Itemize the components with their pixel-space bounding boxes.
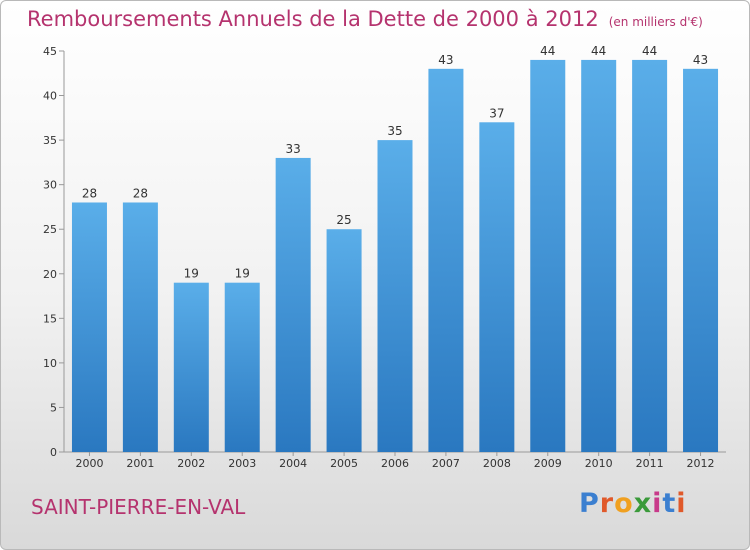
- value-label-2005: 25: [336, 213, 351, 227]
- proxiti-logo: Proxiti: [579, 488, 687, 519]
- commune-name: SAINT-PIERRE-EN-VAL: [31, 495, 246, 519]
- x-tick-label-2009: 2009: [534, 457, 562, 470]
- value-label-2004: 33: [286, 142, 301, 156]
- y-tick-label: 10: [43, 357, 57, 370]
- bar-2007: [428, 68, 464, 453]
- x-tick-label-2012: 2012: [687, 457, 715, 470]
- y-tick-label: 30: [43, 179, 57, 192]
- value-label-2012: 43: [693, 53, 708, 67]
- bar-2006: [377, 140, 413, 452]
- value-label-2002: 19: [184, 267, 199, 281]
- x-tick-label-2002: 2002: [177, 457, 205, 470]
- x-tick-label-2005: 2005: [330, 457, 358, 470]
- value-label-2006: 35: [387, 124, 402, 138]
- y-tick-label: 25: [43, 223, 57, 236]
- x-tick-label-2011: 2011: [636, 457, 664, 470]
- x-tick-label-2001: 2001: [126, 457, 154, 470]
- y-ticks: 0 5 10 15 20 25 30 35 40 45: [43, 45, 64, 459]
- chart-title: Remboursements Annuels de la Dette de 20…: [27, 7, 703, 31]
- bar-2009: [530, 59, 566, 453]
- value-label-2010: 44: [591, 44, 606, 58]
- logo-letter: o: [614, 488, 634, 519]
- y-tick-label: 5: [50, 401, 57, 414]
- x-tick-label-2007: 2007: [432, 457, 460, 470]
- bar-2001: [122, 202, 158, 452]
- bar-2000: [71, 202, 107, 452]
- bar-2011: [632, 59, 668, 453]
- x-tick-label-2003: 2003: [228, 457, 256, 470]
- value-label-2011: 44: [642, 44, 657, 58]
- logo-letter: i: [652, 488, 663, 519]
- bar-2004: [275, 157, 311, 452]
- y-tick-label: 40: [43, 90, 57, 103]
- bar-2003: [224, 282, 260, 452]
- x-tick-label-2010: 2010: [585, 457, 613, 470]
- logo-letter: r: [599, 488, 615, 519]
- x-tick-label-2006: 2006: [381, 457, 409, 470]
- bar-2005: [326, 229, 362, 452]
- y-tick-label: 15: [43, 312, 57, 325]
- x-tick-label-2000: 2000: [75, 457, 103, 470]
- bar-2008: [479, 122, 515, 453]
- value-label-2001: 28: [133, 186, 148, 200]
- x-tick-label-2004: 2004: [279, 457, 307, 470]
- y-tick-label: 45: [43, 45, 57, 58]
- bar-2002: [173, 282, 209, 452]
- y-tick-label: 0: [50, 446, 57, 459]
- logo-letter: x: [633, 488, 653, 519]
- chart-title-text: Remboursements Annuels de la Dette de 20…: [27, 7, 599, 31]
- y-tick-label: 35: [43, 134, 57, 147]
- bar-2012: [683, 68, 719, 453]
- bars: 28 28 19 19 33 25 35 43 37 44 44 44 43: [71, 44, 719, 453]
- logo-letter: i: [676, 488, 687, 519]
- logo-letter: t: [662, 488, 677, 519]
- value-label-2000: 28: [82, 186, 97, 200]
- value-label-2007: 43: [438, 53, 453, 67]
- value-label-2008: 37: [489, 106, 504, 120]
- value-label-2003: 19: [235, 267, 250, 281]
- logo-letter: P: [579, 488, 600, 519]
- chart-unit: (en milliers d'€): [608, 15, 703, 29]
- x-tick-label-2008: 2008: [483, 457, 511, 470]
- x-ticks: 2000 2001 2002 2003 2004 2005 2006 2007 2008 2009…: [75, 452, 715, 470]
- value-label-2009: 44: [540, 44, 555, 58]
- bar-2010: [581, 59, 617, 453]
- y-tick-label: 20: [43, 268, 57, 281]
